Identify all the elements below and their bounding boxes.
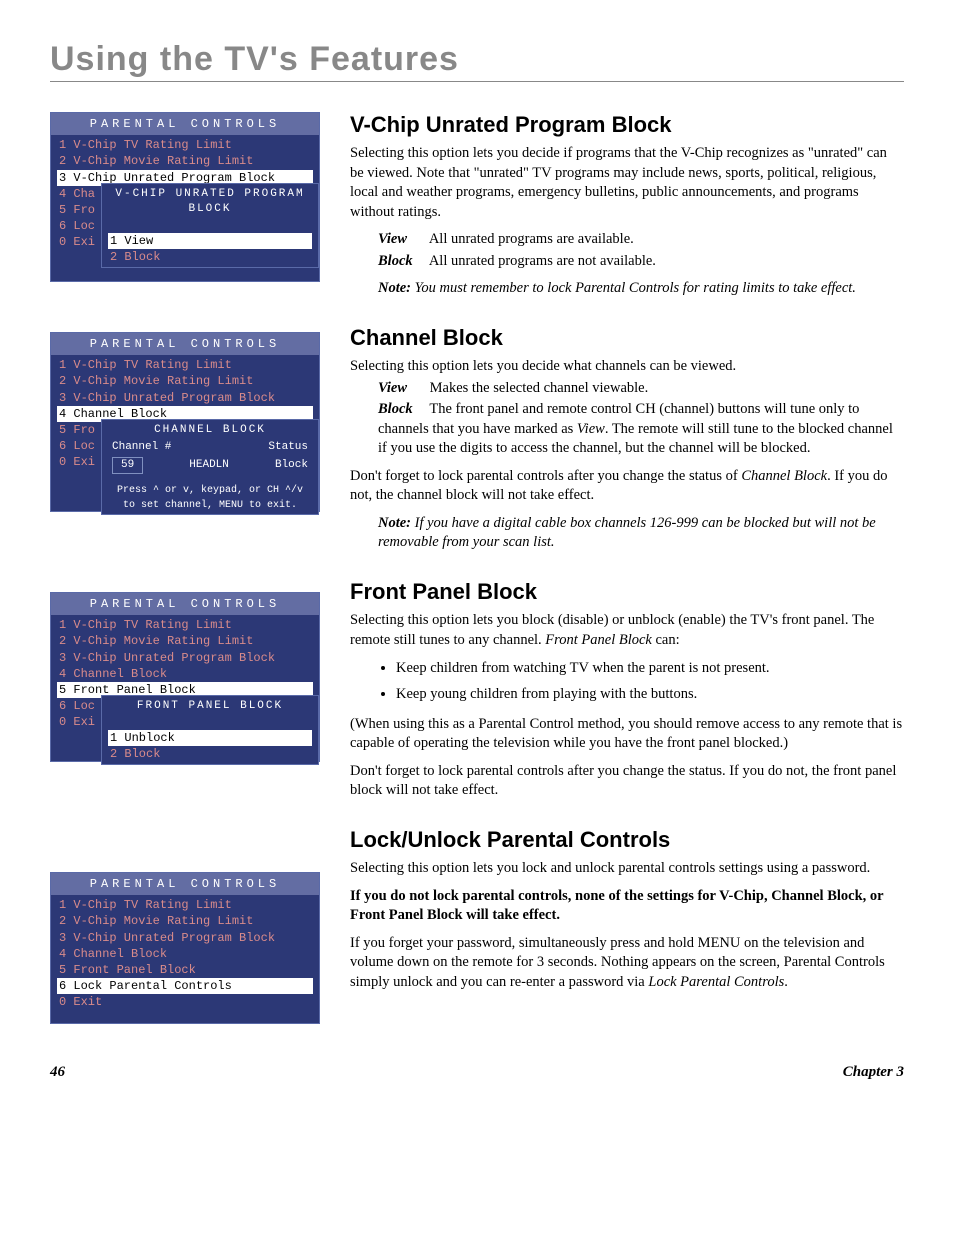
osd-item: 1 V-Chip TV Rating Limit — [51, 617, 319, 633]
content-columns: PARENTAL CONTROLS 1 V-Chip TV Rating Lim… — [50, 112, 904, 1024]
osd-item: 3 V-Chip Unrated Program Block — [51, 930, 319, 946]
chapter-label: Chapter 3 — [843, 1064, 904, 1081]
osd-popup: CHANNEL BLOCK Channel # Status 59 HEADLN… — [101, 419, 319, 515]
osd-item: 2 V-Chip Movie Rating Limit — [51, 913, 319, 929]
paragraph: Selecting this option lets you decide wh… — [350, 357, 904, 377]
channel-number-box: 59 — [112, 457, 143, 474]
note-text: You must remember to lock Parental Contr… — [415, 280, 856, 296]
osd-item: 5 Front Panel Block — [51, 962, 319, 978]
def-view: View Makes the selected channel viewable… — [378, 379, 904, 399]
channel-status: Block — [275, 458, 308, 473]
osd-popup-title: V-CHIP UNRATED PROGRAM BLOCK — [106, 186, 314, 219]
def-term: Block — [378, 252, 426, 272]
osd-item: 1 V-Chip TV Rating Limit — [51, 357, 319, 373]
osd-channel-block: PARENTAL CONTROLS 1 V-Chip TV Rating Lim… — [50, 332, 320, 512]
p2-a: Don't forget to lock parental controls a… — [350, 468, 741, 484]
paragraph: Selecting this option lets you block (di… — [350, 611, 904, 650]
page-number: 46 — [50, 1064, 65, 1081]
osd-popup-title: FRONT PANEL BLOCK — [106, 698, 314, 716]
osd-title: PARENTAL CONTROLS — [51, 593, 319, 615]
osd-popup-data-row: 59 HEADLN Block — [106, 457, 314, 474]
page-title: Using the TV's Features — [50, 40, 904, 82]
def-text-view: View — [577, 421, 605, 437]
section-heading: Front Panel Block — [350, 579, 904, 605]
osd-title: PARENTAL CONTROLS — [51, 873, 319, 895]
def-term: View — [378, 379, 426, 399]
osd-item: 2 V-Chip Movie Rating Limit — [51, 153, 319, 169]
p3-lpc: Lock Parental Controls — [648, 974, 784, 990]
osd-unrated-block: PARENTAL CONTROLS 1 V-Chip TV Rating Lim… — [50, 112, 320, 282]
osd-item: 4 Channel Block — [51, 946, 319, 962]
osd-body: 1 V-Chip TV Rating Limit 2 V-Chip Movie … — [51, 355, 319, 470]
paragraph-strong: If you do not lock parental controls, no… — [350, 887, 904, 926]
osd-item: 3 V-Chip Unrated Program Block — [51, 650, 319, 666]
left-column: PARENTAL CONTROLS 1 V-Chip TV Rating Lim… — [50, 112, 320, 1024]
osd-item: 1 V-Chip TV Rating Limit — [51, 137, 319, 153]
note: Note: If you have a digital cable box ch… — [378, 514, 904, 553]
osd-body: 1 V-Chip TV Rating Limit 2 V-Chip Movie … — [51, 895, 319, 1010]
osd-front-panel-block: PARENTAL CONTROLS 1 V-Chip TV Rating Lim… — [50, 592, 320, 762]
osd-popup-help: Press ^ or v, keypad, or CH ^/v — [106, 482, 314, 497]
osd-item: 2 V-Chip Movie Rating Limit — [51, 633, 319, 649]
def-text: All unrated programs are available. — [429, 231, 634, 247]
osd-popup: V-CHIP UNRATED PROGRAM BLOCK 1 View 2 Bl… — [101, 183, 319, 268]
note-text: If you have a digital cable box channels… — [378, 515, 876, 551]
paragraph: If you forget your password, simultaneou… — [350, 934, 904, 993]
osd-item-selected: 6 Lock Parental Controls — [57, 978, 313, 994]
p2-cb: Channel Block — [741, 468, 827, 484]
osd-item: 3 V-Chip Unrated Program Block — [51, 390, 319, 406]
channel-col-label: Channel # — [112, 440, 171, 455]
paragraph: Don't forget to lock parental controls a… — [350, 467, 904, 506]
section-heading: Channel Block — [350, 325, 904, 351]
section-heading: Lock/Unlock Parental Controls — [350, 827, 904, 853]
bullet-list: Keep children from watching TV when the … — [378, 658, 904, 705]
section-lock-unlock: Lock/Unlock Parental Controls Selecting … — [350, 827, 904, 992]
note-label: Note: — [378, 515, 411, 531]
status-col-label: Status — [268, 440, 308, 455]
paragraph: Selecting this option lets you decide if… — [350, 144, 904, 222]
def-text: All unrated programs are not available. — [429, 253, 656, 269]
bullet-item: Keep children from watching TV when the … — [396, 658, 904, 678]
section-vchip-unrated: V-Chip Unrated Program Block Selecting t… — [350, 112, 904, 299]
p3-b: . — [784, 974, 788, 990]
osd-body: 1 V-Chip TV Rating Limit 2 V-Chip Movie … — [51, 135, 319, 250]
osd-item: 1 V-Chip TV Rating Limit — [51, 897, 319, 913]
osd-popup-item-selected: 1 View — [108, 233, 312, 249]
osd-item: 0 Exit — [51, 994, 319, 1010]
osd-popup-item-selected: 1 Unblock — [108, 730, 312, 746]
section-channel-block: Channel Block Selecting this option lets… — [350, 325, 904, 553]
osd-popup-item: 2 Block — [106, 746, 314, 762]
channel-name: HEADLN — [151, 458, 267, 473]
note-label: Note: — [378, 280, 411, 296]
def-view: View All unrated programs are available. — [378, 230, 904, 250]
osd-lock-parental: PARENTAL CONTROLS 1 V-Chip TV Rating Lim… — [50, 872, 320, 1024]
note: Note: You must remember to lock Parental… — [378, 279, 904, 299]
page-footer: 46 Chapter 3 — [50, 1064, 904, 1081]
osd-popup: FRONT PANEL BLOCK 1 Unblock 2 Block — [101, 695, 319, 765]
def-block: Block All unrated programs are not avail… — [378, 252, 904, 272]
paragraph: Don't forget to lock parental controls a… — [350, 762, 904, 801]
p1-b: can: — [652, 632, 680, 648]
osd-popup-header-row: Channel # Status — [106, 440, 314, 455]
paragraph: (When using this as a Parental Control m… — [350, 715, 904, 754]
osd-popup-title: CHANNEL BLOCK — [106, 422, 314, 440]
def-term: View — [378, 230, 426, 250]
right-column: V-Chip Unrated Program Block Selecting t… — [350, 112, 904, 1024]
section-heading: V-Chip Unrated Program Block — [350, 112, 904, 138]
section-front-panel-block: Front Panel Block Selecting this option … — [350, 579, 904, 801]
osd-popup-item: 2 Block — [106, 249, 314, 265]
osd-body: 1 V-Chip TV Rating Limit 2 V-Chip Movie … — [51, 615, 319, 730]
def-text: Makes the selected channel viewable. — [430, 380, 649, 396]
osd-item: 2 V-Chip Movie Rating Limit — [51, 373, 319, 389]
paragraph: Selecting this option lets you lock and … — [350, 859, 904, 879]
p1-fpb: Front Panel Block — [545, 632, 652, 648]
def-term: Block — [378, 400, 426, 420]
p3-a: If you forget your password, simultaneou… — [350, 935, 885, 990]
osd-title: PARENTAL CONTROLS — [51, 333, 319, 355]
bullet-item: Keep young children from playing with th… — [396, 684, 904, 704]
osd-popup-help: to set channel, MENU to exit. — [106, 497, 314, 512]
def-block: Block The front panel and remote control… — [378, 400, 904, 459]
osd-title: PARENTAL CONTROLS — [51, 113, 319, 135]
osd-item: 4 Channel Block — [51, 666, 319, 682]
